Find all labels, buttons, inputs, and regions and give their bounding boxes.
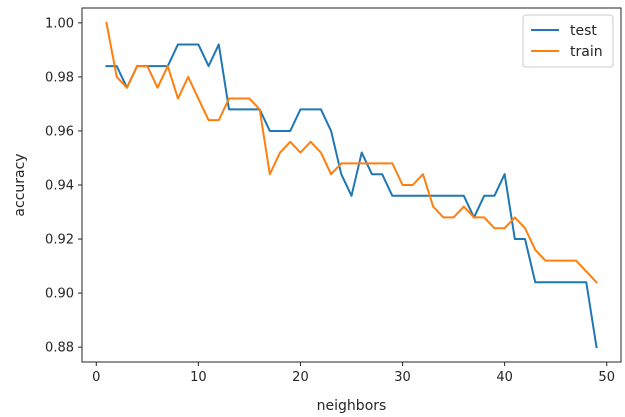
x-axis: 0 10 20 30 40 50 <box>92 362 615 385</box>
y-tick-label: 0.94 <box>45 179 74 194</box>
legend-label-test: test <box>570 23 597 39</box>
y-axis: 0.88 0.90 0.92 0.94 0.96 0.98 1.00 <box>45 16 82 356</box>
legend-label-train: train <box>570 44 603 60</box>
y-tick-label: 0.96 <box>45 124 74 139</box>
series-layer <box>105 21 598 349</box>
x-tick-label: 20 <box>292 370 309 385</box>
legend: test train <box>522 14 614 68</box>
x-tick-label: 50 <box>598 370 615 385</box>
y-tick-label: 0.92 <box>45 233 74 248</box>
y-tick-label: 0.90 <box>45 287 74 302</box>
x-axis-label: neighbors <box>317 398 387 414</box>
plot-frame <box>81 7 622 363</box>
x-tick-label: 40 <box>496 370 513 385</box>
y-axis-label: accuracy <box>12 153 28 216</box>
x-tick-label: 10 <box>190 370 207 385</box>
axes-spine <box>81 7 622 363</box>
legend-box <box>522 14 614 68</box>
x-tick-label: 0 <box>92 370 100 385</box>
series-line-train <box>105 21 598 284</box>
y-tick-label: 0.88 <box>45 341 74 356</box>
x-tick-label: 30 <box>394 370 411 385</box>
y-tick-label: 1.00 <box>45 16 74 31</box>
y-tick-label: 0.98 <box>45 70 74 85</box>
series-line-test <box>105 43 598 349</box>
